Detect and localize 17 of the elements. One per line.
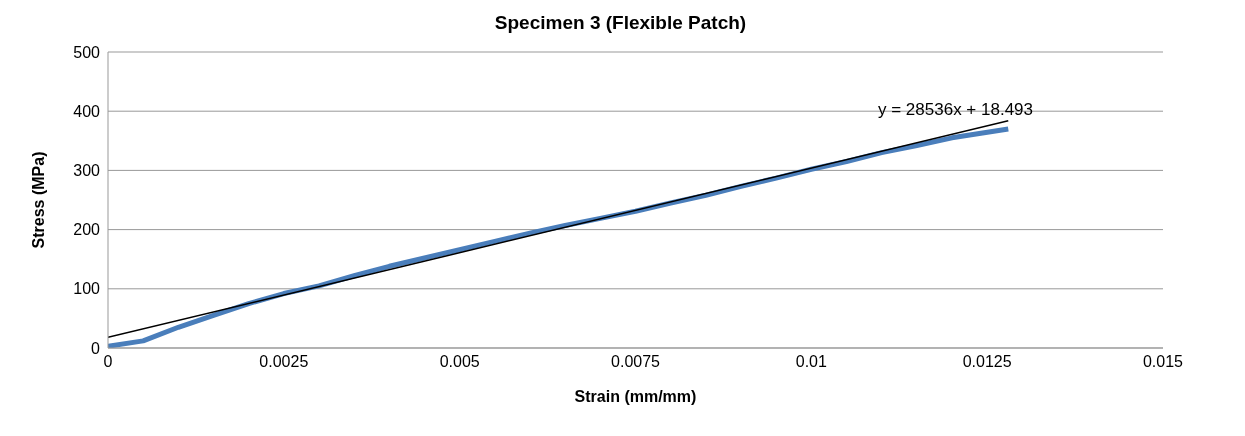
y-tick-label: 300	[73, 162, 101, 180]
y-tick-label: 400	[73, 102, 101, 120]
x-tick-label: 0.0125	[962, 353, 1012, 371]
x-tick-label: 0.0075	[611, 353, 661, 371]
chart-title: Specimen 3 (Flexible Patch)	[493, 12, 748, 34]
annotation: y = 28536x + 18.493	[878, 100, 1034, 120]
x-axis-title: Strain (mm/mm)	[574, 388, 697, 405]
x-tick-label: 0	[103, 353, 113, 371]
y-tick-label: 500	[73, 43, 101, 61]
x-tick-label: 0.005	[439, 353, 480, 371]
x-tick-label: 0.0025	[259, 353, 309, 371]
y-axis-title: Stress (MPa)	[29, 151, 47, 249]
y-tick-label: 0	[91, 339, 101, 357]
y-tick-label: 100	[73, 280, 101, 298]
x-tick-label: 0.01	[795, 353, 828, 371]
y-tick-label: 200	[73, 221, 101, 239]
x-tick-label: 0.015	[1142, 353, 1184, 371]
